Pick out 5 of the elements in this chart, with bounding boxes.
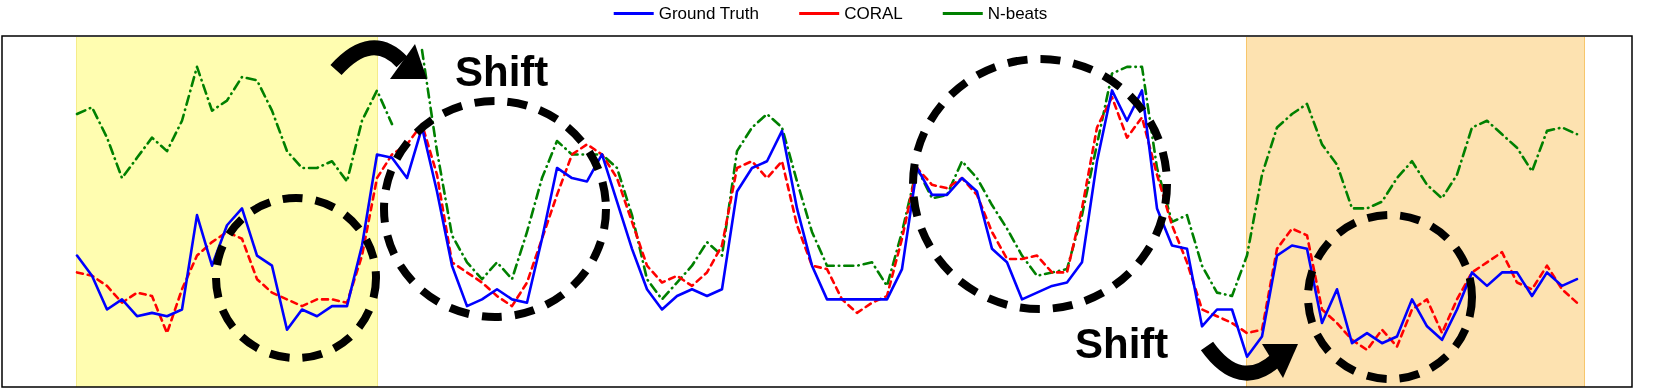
annotation: Shift (1075, 319, 1169, 367)
legend-label: N-beats (987, 4, 1048, 23)
legend-label: CORAL (844, 4, 903, 23)
legend-label: Ground Truth (658, 4, 759, 23)
annotation: Shift (455, 47, 549, 95)
